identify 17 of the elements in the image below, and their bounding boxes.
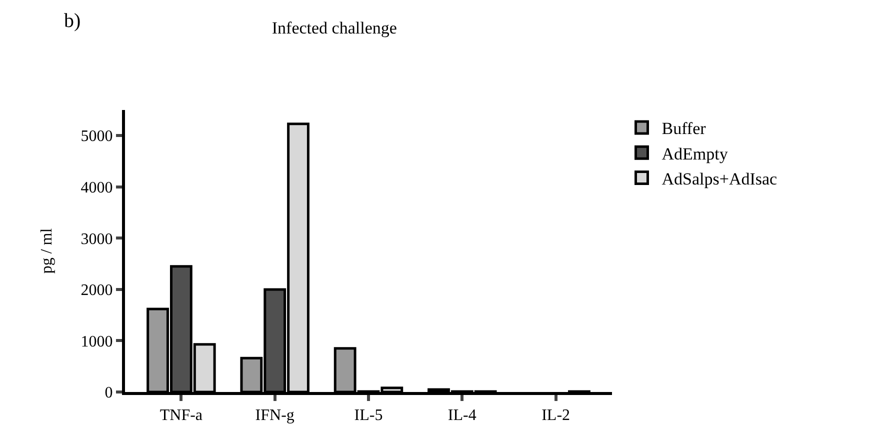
y-tick-label: 3000 xyxy=(80,230,113,248)
legend-label: Buffer xyxy=(662,119,706,138)
x-tick-label: IL-2 xyxy=(542,407,570,424)
y-tick-label: 4000 xyxy=(80,180,113,197)
y-tick-label: 0 xyxy=(104,384,113,402)
x-tick-label: IFN-g xyxy=(255,407,294,424)
text: b) xyxy=(64,10,81,32)
x-tick-label: IL-4 xyxy=(448,407,476,424)
legend-label: AdSalps+AdIsac xyxy=(662,169,778,188)
legend-label: AdEmpty xyxy=(662,144,728,164)
y-axis-title: pg / ml xyxy=(38,228,56,274)
chart-title: Infected challenge xyxy=(272,18,397,38)
y-tick-label: 1000 xyxy=(80,333,113,350)
x-tick-label: IL-5 xyxy=(354,407,383,424)
y-tick-label: 2000 xyxy=(80,282,113,300)
y-tick-label: 5000 xyxy=(80,128,113,146)
x-tick-label: TNF-a xyxy=(160,407,203,424)
